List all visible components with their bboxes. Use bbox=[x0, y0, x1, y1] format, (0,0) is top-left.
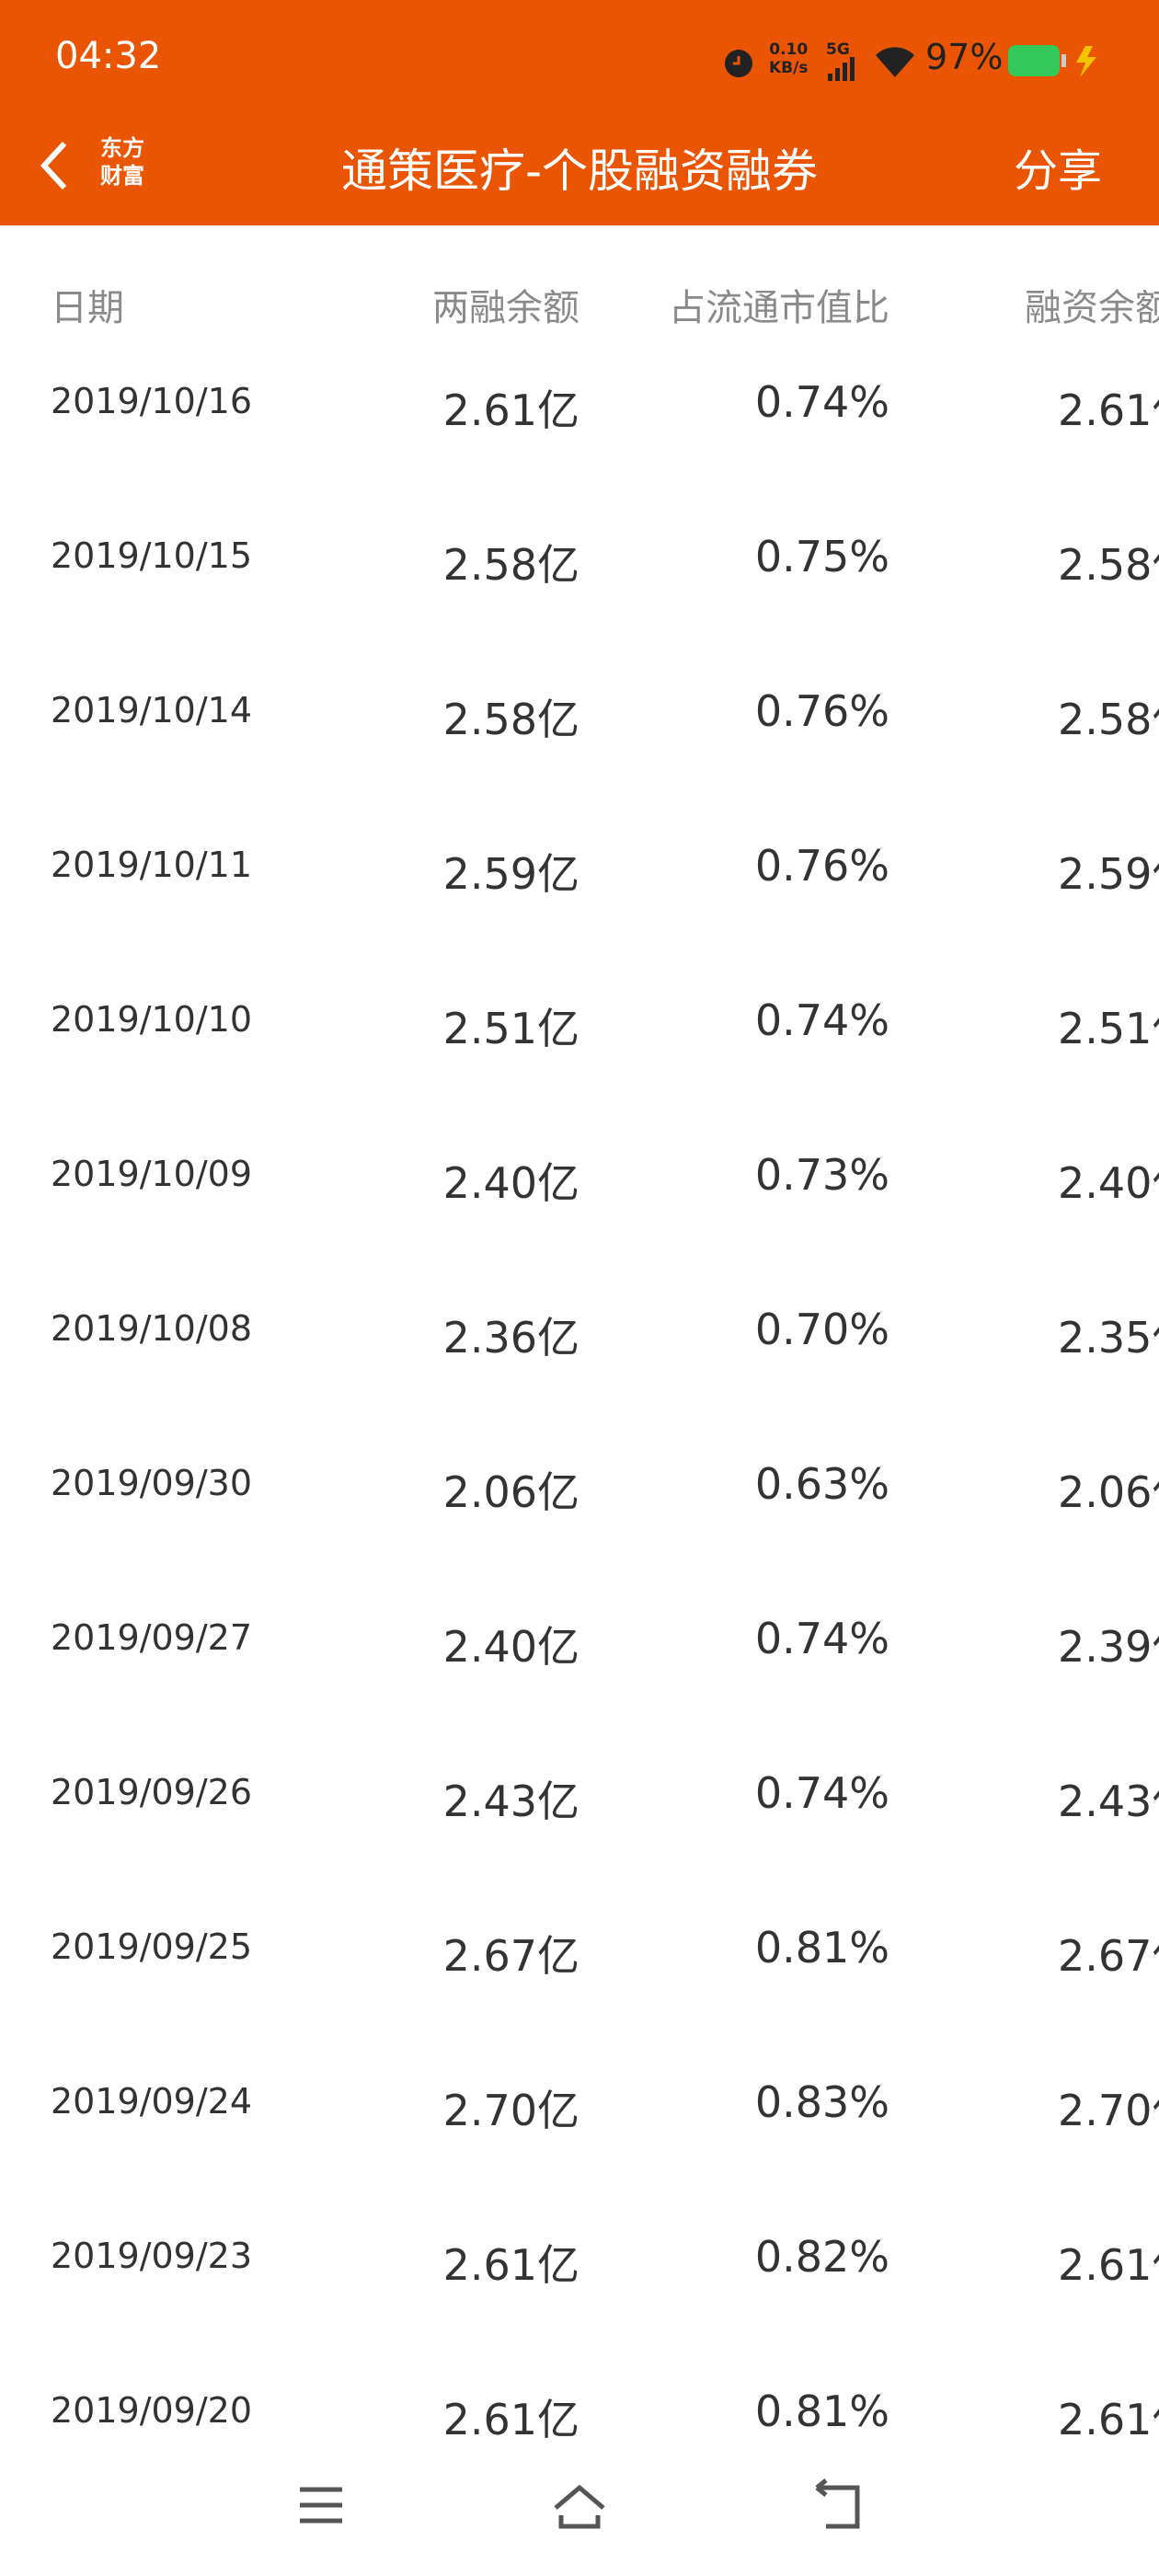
logo-text: 财富 bbox=[100, 162, 144, 189]
value-cell: 0.74% bbox=[754, 995, 889, 1045]
value-cell: 2.58亿 bbox=[442, 540, 580, 590]
column-header: 日期 bbox=[51, 287, 124, 329]
value-cell: 2.06亿 bbox=[442, 1467, 580, 1517]
date-cell: 2019/10/09 bbox=[51, 1154, 253, 1194]
value-cell: 2.39亿 bbox=[1058, 1622, 1159, 1672]
top-bar: 04:32 0.10 KB/s 5G 97% 东方 财富 通策医疗-个股融资融券 分… bbox=[0, 0, 1159, 225]
date-cell: 2019/10/11 bbox=[51, 845, 253, 885]
value-cell: 0.82% bbox=[754, 2232, 889, 2282]
value-cell: 2.43亿 bbox=[442, 1777, 580, 1826]
column-header: 两融余额 bbox=[432, 287, 580, 329]
column-header: 占流通市值比 bbox=[669, 287, 889, 329]
date-cell: 2019/09/25 bbox=[51, 1926, 253, 1967]
value-cell: 2.67亿 bbox=[1058, 1931, 1159, 1981]
value-cell: 0.63% bbox=[754, 1459, 889, 1509]
value-cell: 2.40亿 bbox=[1058, 1158, 1159, 1208]
value-cell: 0.76% bbox=[754, 841, 889, 891]
value-cell: 0.74% bbox=[754, 377, 889, 427]
value-cell: 2.06亿 bbox=[1058, 1467, 1159, 1517]
back-nav-button[interactable] bbox=[815, 2478, 860, 2529]
value-cell: 2.40亿 bbox=[442, 1622, 580, 1672]
value-cell: 2.43亿 bbox=[1058, 1777, 1159, 1826]
net-speed: 0.10 KB/s bbox=[769, 40, 808, 77]
date-cell: 2019/09/27 bbox=[51, 1617, 253, 1658]
date-cell: 2019/10/14 bbox=[51, 690, 253, 730]
value-cell: 2.61亿 bbox=[1058, 385, 1159, 435]
date-cell: 2019/09/23 bbox=[51, 2236, 253, 2276]
home-button[interactable] bbox=[554, 2484, 605, 2529]
value-cell: 2.36亿 bbox=[442, 1313, 580, 1363]
value-cell: 0.75% bbox=[754, 532, 889, 581]
value-cell: 0.76% bbox=[754, 686, 889, 736]
column-header: 融资余额 bbox=[1025, 287, 1159, 329]
value-cell: 2.61亿 bbox=[442, 2395, 580, 2444]
value-cell: 2.61亿 bbox=[1058, 2240, 1159, 2290]
wifi-icon bbox=[876, 47, 914, 77]
date-cell: 2019/09/20 bbox=[51, 2390, 253, 2431]
logo-text: 东方 bbox=[100, 134, 144, 161]
date-cell: 2019/10/16 bbox=[51, 381, 253, 421]
back-button[interactable] bbox=[37, 138, 74, 193]
value-cell: 0.81% bbox=[754, 2386, 889, 2436]
value-cell: 2.51亿 bbox=[1058, 1004, 1159, 1053]
value-cell: 0.81% bbox=[754, 1923, 889, 1972]
date-cell: 2019/09/26 bbox=[51, 1772, 253, 1812]
value-cell: 2.58亿 bbox=[1058, 540, 1159, 590]
value-cell: 2.35亿 bbox=[1058, 1313, 1159, 1363]
value-cell: 2.61亿 bbox=[442, 2240, 580, 2290]
alarm-icon bbox=[725, 50, 752, 77]
date-cell: 2019/09/24 bbox=[51, 2081, 253, 2122]
value-cell: 2.59亿 bbox=[1058, 849, 1159, 899]
value-cell: 2.58亿 bbox=[442, 695, 580, 744]
battery-text: 97% bbox=[925, 37, 1004, 77]
value-cell: 2.51亿 bbox=[442, 1004, 580, 1053]
value-cell: 2.40亿 bbox=[442, 1158, 580, 1208]
date-cell: 2019/09/30 bbox=[51, 1463, 253, 1503]
value-cell: 2.61亿 bbox=[442, 385, 580, 435]
value-cell: 2.70亿 bbox=[442, 2086, 580, 2135]
date-cell: 2019/10/15 bbox=[51, 535, 253, 576]
value-cell: 2.67亿 bbox=[442, 1931, 580, 1981]
value-cell: 2.70亿 bbox=[1058, 2086, 1159, 2135]
value-cell: 2.59亿 bbox=[442, 849, 580, 899]
value-cell: 0.70% bbox=[754, 1305, 889, 1354]
value-cell: 2.58亿 bbox=[1058, 695, 1159, 744]
value-cell: 2.61亿 bbox=[1058, 2395, 1159, 2444]
value-cell: 0.83% bbox=[754, 2077, 889, 2127]
logo: 东方 财富 bbox=[92, 134, 153, 195]
speed: 0.10 bbox=[769, 40, 809, 59]
battery-icon bbox=[1008, 45, 1096, 77]
date-cell: 2019/10/10 bbox=[51, 999, 253, 1040]
network: 5G bbox=[826, 40, 850, 59]
value-cell: 0.74% bbox=[754, 1614, 889, 1663]
speed-unit: KB/s bbox=[769, 59, 809, 77]
menu-button[interactable] bbox=[300, 2487, 342, 2524]
value-cell: 0.73% bbox=[754, 1150, 889, 1200]
nav-bar bbox=[300, 2478, 860, 2529]
clock: 04:32 bbox=[55, 35, 162, 77]
date-cell: 2019/10/08 bbox=[51, 1308, 253, 1349]
share-button[interactable]: 分享 bbox=[1014, 145, 1103, 197]
page-title: 通策医疗-个股融资融券 bbox=[340, 144, 819, 198]
value-cell: 0.74% bbox=[754, 1768, 889, 1818]
signal-icon bbox=[828, 57, 855, 81]
